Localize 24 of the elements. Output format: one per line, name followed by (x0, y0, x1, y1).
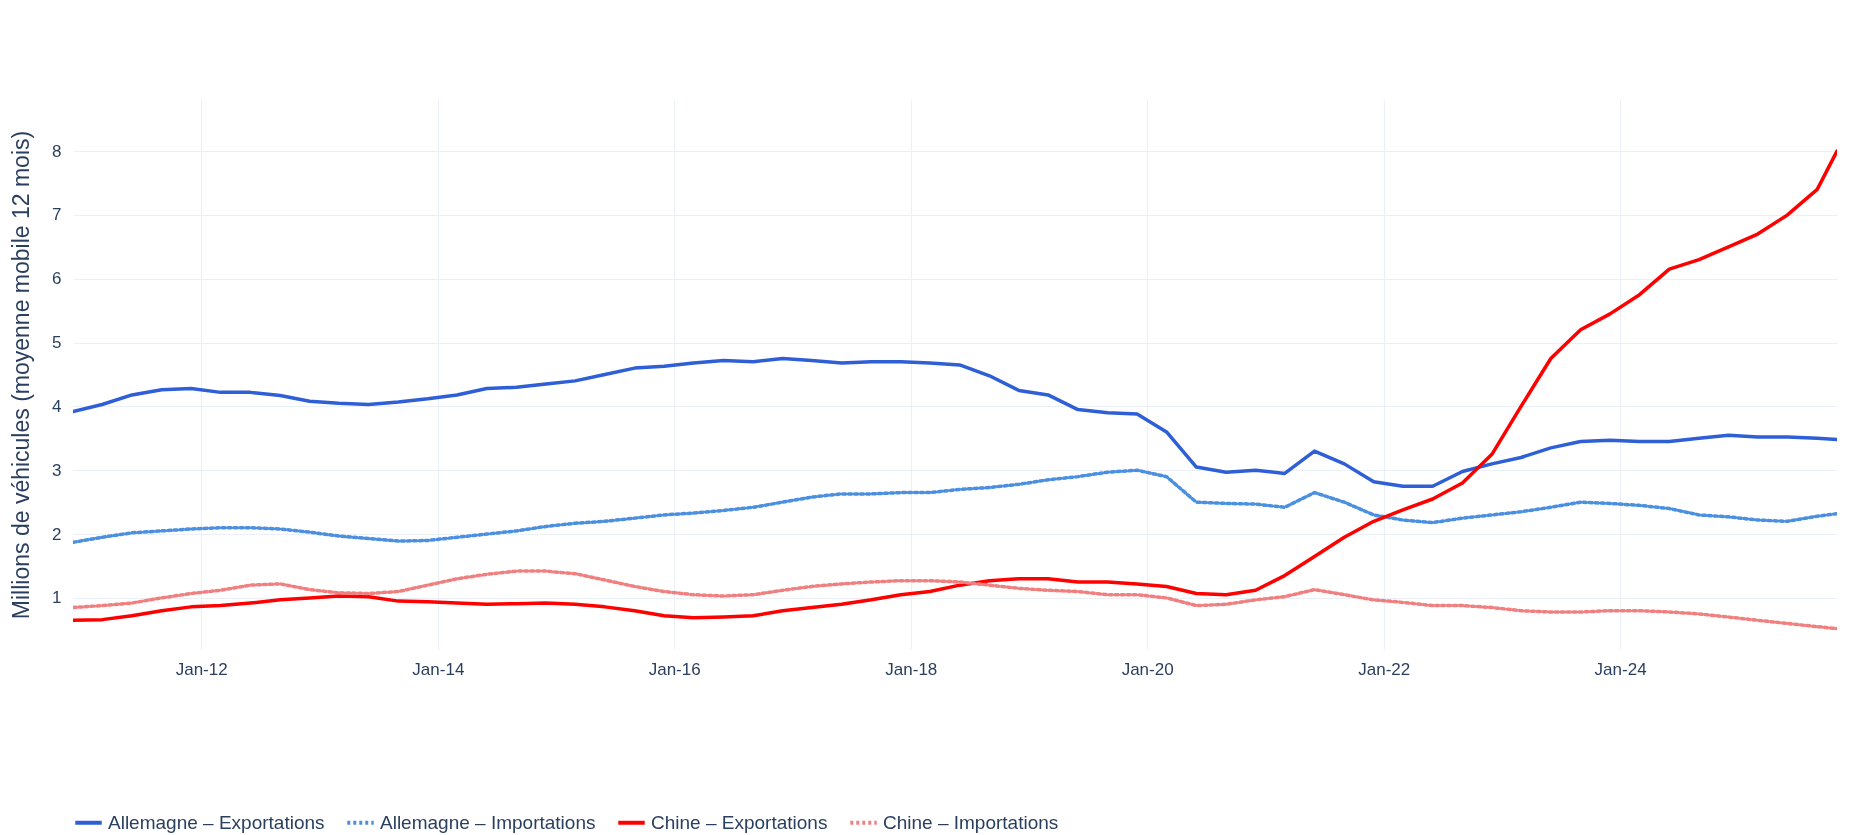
y-tick-label: 8 (52, 141, 62, 161)
x-tick-label: Jan-14 (412, 659, 465, 679)
line-series (73, 468, 1837, 545)
x-tick-label: Jan-16 (648, 659, 701, 679)
y-tick-label: 1 (52, 588, 62, 608)
x-tick-label: Jan-24 (1594, 659, 1647, 679)
legend-label: Chine – Exportations (651, 811, 828, 833)
y-tick-label: 3 (52, 460, 62, 480)
y-tick-label: 7 (52, 205, 62, 225)
x-tick-label: Jan-12 (175, 659, 228, 679)
line-series (73, 356, 1837, 488)
y-tick-label: 6 (52, 269, 62, 289)
legend-label: Allemagne – Exportations (108, 811, 325, 833)
line-series (73, 569, 1837, 631)
y-tick-label: 2 (52, 524, 62, 544)
x-tick-label: Jan-22 (1358, 659, 1411, 679)
y-axis-title: Millions de véhicules (moyenne mobile 12 mois) (8, 130, 35, 620)
legend-label: Allemagne – Importations (380, 811, 596, 833)
legend-label: Chine – Importations (883, 811, 1059, 833)
line-series (73, 149, 1837, 623)
x-tick-label: Jan-20 (1121, 659, 1174, 679)
y-tick-label: 5 (52, 333, 62, 353)
y-tick-label: 4 (52, 396, 62, 416)
x-tick-label: Jan-18 (885, 659, 938, 679)
